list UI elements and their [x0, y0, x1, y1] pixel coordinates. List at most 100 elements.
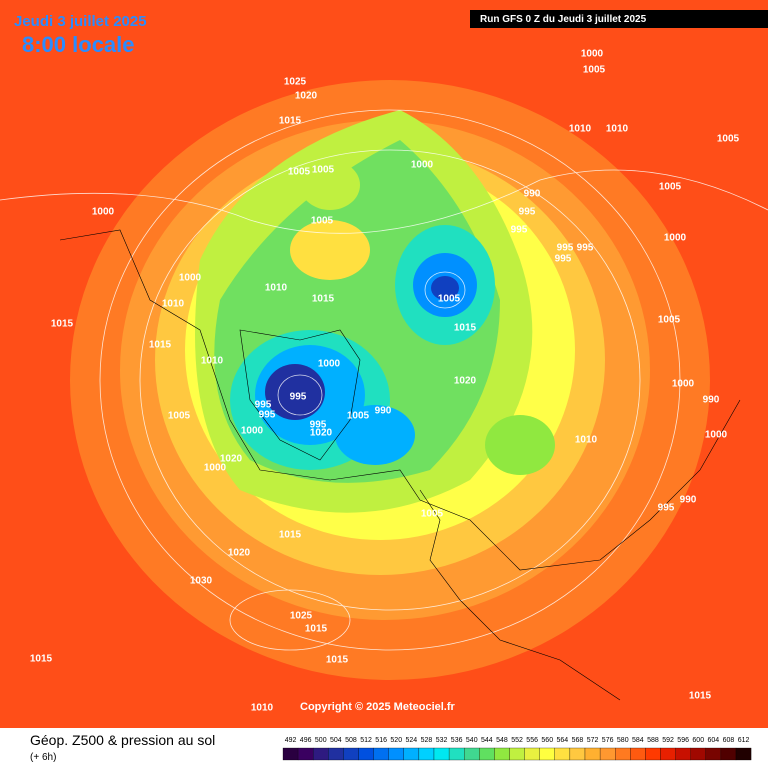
isobar-label: 1015 [279, 530, 302, 541]
isobar-label: 1015 [326, 655, 349, 666]
run-box [470, 10, 768, 28]
isobar-label: 995 [519, 207, 536, 218]
isobar-label: 1015 [454, 323, 477, 334]
scale-swatch [464, 747, 480, 761]
scale-label: 592 [662, 737, 674, 744]
scale-label: 524 [406, 737, 418, 744]
isobar-label: 1005 [717, 134, 740, 145]
isobar-label: 1020 [310, 428, 333, 439]
scale-swatch [524, 747, 540, 761]
scale-swatch [343, 747, 359, 761]
scale-label: 600 [692, 737, 704, 744]
isobar-label: 995 [577, 243, 594, 254]
isobar-label: 1030 [190, 576, 213, 587]
coastlines [59, 229, 741, 701]
scale-swatch [418, 747, 435, 761]
isobar-label: 995 [557, 243, 574, 254]
scale-label: 608 [723, 737, 735, 744]
isobar-label: 1010 [265, 283, 288, 294]
isobar-label: 1000 [241, 426, 264, 437]
scale-swatch [569, 747, 586, 761]
isobar-label: 1000 [204, 463, 227, 474]
isobar-label: 1010 [606, 124, 629, 135]
scale-label: 560 [541, 737, 553, 744]
scale-swatch [599, 747, 616, 761]
isobar-label: 1020 [228, 548, 251, 559]
scale-swatch [630, 747, 646, 761]
isobar-label: 1010 [575, 435, 598, 446]
isobar-label: 990 [703, 395, 720, 406]
scale-label: 500 [315, 737, 327, 744]
scale-swatch [388, 747, 404, 761]
scale-label: 504 [330, 737, 342, 744]
scale-swatch [433, 747, 450, 761]
isobar-label: 1025 [290, 611, 313, 622]
scale-label: 584 [632, 737, 644, 744]
isobar-label: 1000 [664, 233, 687, 244]
date-title: Jeudi 3 juillet 2025 [14, 13, 147, 30]
scale-label: 520 [390, 737, 402, 744]
isobar-label: 1000 [318, 359, 341, 370]
isobar-label: 1005 [168, 411, 191, 422]
isobar-label: 1000 [179, 273, 202, 284]
scale-swatch [660, 747, 676, 761]
scale-swatch [509, 747, 525, 761]
isobar-label: 1000 [672, 379, 695, 390]
scale-swatch [282, 747, 299, 761]
copyright: Copyright © 2025 Meteociel.fr [300, 701, 456, 713]
isobar-label: 1005 [421, 509, 444, 520]
isobar-label: 990 [524, 189, 541, 200]
time-label: 8:00 locale [22, 32, 135, 57]
isobar-label: 1005 [347, 411, 370, 422]
isobar-label: 995 [255, 400, 272, 411]
isobar-label: 1015 [279, 116, 302, 127]
scale-label: 536 [451, 737, 463, 744]
geopotential-field [70, 80, 710, 680]
scale-swatch [539, 747, 555, 761]
scale-swatch [328, 747, 344, 761]
isobar-label: 1005 [312, 165, 335, 176]
scale-label: 568 [572, 737, 584, 744]
isobar-label: 995 [658, 503, 675, 514]
scale-label: 588 [647, 737, 659, 744]
scale-swatch [358, 747, 374, 761]
isobar-label: 1000 [705, 430, 728, 441]
legend-step: (+ 6h) [30, 752, 56, 763]
scale-label: 548 [496, 737, 508, 744]
isobar-label: 1015 [312, 294, 335, 305]
scale-swatch [720, 747, 737, 761]
scale-label: 604 [708, 737, 720, 744]
isobar-label: 1010 [201, 356, 224, 367]
scale-label: 556 [526, 737, 538, 744]
isobar-label: 1010 [162, 299, 185, 310]
isobar-label: 1025 [284, 77, 307, 88]
isobar-label: 1000 [411, 160, 434, 171]
isobar-label: 1020 [454, 376, 477, 387]
isobar-label: 1000 [581, 49, 604, 60]
scale-swatch [584, 747, 601, 761]
isobars [0, 109, 768, 651]
scale-label: 552 [511, 737, 523, 744]
scale-swatch [705, 747, 722, 761]
scale-swatch [313, 747, 329, 761]
scale-label: 532 [436, 737, 448, 744]
isobar-label: 1005 [288, 167, 311, 178]
scale-label: 544 [481, 737, 493, 744]
legend-title: Géop. Z500 & pression au sol [30, 732, 215, 748]
scale-swatch [479, 747, 495, 761]
scale-swatch [494, 747, 510, 761]
scale-label: 496 [300, 737, 312, 744]
scale-label: 596 [677, 737, 689, 744]
isobar-label: 1020 [295, 91, 318, 102]
scale-swatch [373, 747, 389, 761]
scale-label: 528 [421, 737, 433, 744]
isobar-label: 1005 [658, 315, 681, 326]
isobar-label: 1015 [149, 340, 172, 351]
scale-label: 612 [738, 737, 750, 744]
isobar-label: 995 [555, 254, 572, 265]
scale-swatch [645, 747, 661, 761]
scale-label: 508 [345, 737, 357, 744]
scale-swatch [403, 747, 420, 761]
scale-swatch [735, 747, 752, 761]
